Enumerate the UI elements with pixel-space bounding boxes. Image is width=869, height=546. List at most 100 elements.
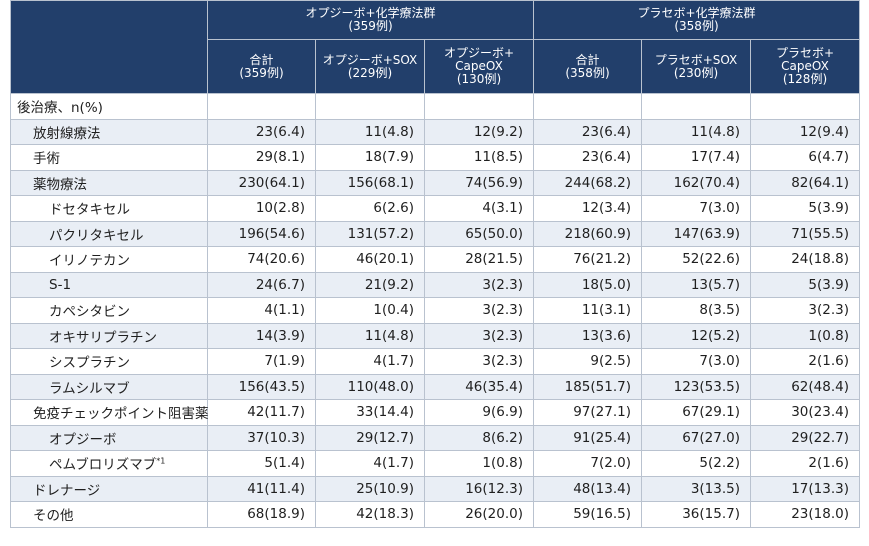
- row-label-text: ペムブロリズマブ: [49, 457, 157, 474]
- table-cell: 13(5.7): [641, 271, 751, 298]
- table-cell: 68(18.9): [207, 501, 316, 528]
- table-body: 後治療、n(%) 放射線療法 23(6.4) 11(4.8) 12(9.2) 23(6.4…: [10, 93, 860, 528]
- row-label: ペムブロリズマブ*1: [10, 450, 208, 477]
- row-label: カペシタビン: [10, 297, 208, 324]
- group-name: プラセボ+化学療法群: [637, 6, 756, 20]
- row-label: オプジーボ: [10, 424, 208, 451]
- group-count: (358例): [674, 19, 719, 33]
- table-cell: 196(54.6): [207, 220, 316, 247]
- table-cell: 46(20.1): [315, 246, 425, 273]
- table-cell: 29(12.7): [315, 424, 425, 451]
- table-cell: 5(1.4): [207, 450, 316, 477]
- table-cell: 16(12.3): [424, 475, 534, 502]
- table-cell: 4(1.7): [315, 450, 425, 477]
- table-row: ペムブロリズマブ*1 5(1.4) 4(1.7) 1(0.8) 7(2.0) 5(2.2)…: [10, 450, 860, 477]
- row-label: 手術: [10, 144, 208, 171]
- table-cell: 4(1.7): [315, 348, 425, 375]
- table-cell: 3(2.3): [424, 322, 534, 349]
- table-cell: 1(0.4): [315, 297, 425, 324]
- table-cell: 23(6.4): [207, 118, 316, 145]
- row-label-text: S-1: [49, 276, 72, 293]
- column-header: 合計 (358例): [533, 39, 642, 94]
- table-cell: 17(7.4): [641, 144, 751, 171]
- table-row: カペシタビン 4(1.1) 1(0.4) 3(2.3) 11(3.1) 8(3.5) 3(2…: [10, 297, 860, 324]
- table-cell: 28(21.5): [424, 246, 534, 273]
- row-label: イリノテカン: [10, 246, 208, 273]
- table-cell: 30(23.4): [750, 399, 860, 426]
- table-cell: [641, 93, 751, 120]
- group-header-placebo: プラセボ+化学療法群 (358例): [533, 0, 860, 40]
- table-cell: 10(2.8): [207, 195, 316, 222]
- table-cell: 23(18.0): [750, 501, 860, 528]
- table-cell: 71(55.5): [750, 220, 860, 247]
- table-cell: 3(13.5): [641, 475, 751, 502]
- table-cell: 46(35.4): [424, 373, 534, 400]
- table-cell: 25(10.9): [315, 475, 425, 502]
- table-row: その他 68(18.9) 42(18.3) 26(20.0) 59(16.5) 36(15…: [10, 501, 860, 528]
- row-label: ドセタキセル: [10, 195, 208, 222]
- table-cell: 76(21.2): [533, 246, 642, 273]
- row-label-text: イリノテカン: [49, 253, 130, 270]
- header-corner: [10, 0, 208, 94]
- column-header-line: (359例): [239, 65, 284, 80]
- table-cell: 131(57.2): [315, 220, 425, 247]
- column-header-line: オプジーボ+: [443, 46, 515, 60]
- table-cell: 97(27.1): [533, 399, 642, 426]
- table-cell: 9(2.5): [533, 348, 642, 375]
- column-header-line: 合計: [249, 52, 274, 67]
- table-cell: 185(51.7): [533, 373, 642, 400]
- table-cell: 41(11.4): [207, 475, 316, 502]
- column-header-line: プラセボ+SOX: [654, 52, 738, 67]
- group-name: オプジーボ+化学療法群: [305, 6, 436, 20]
- table-cell: 67(27.0): [641, 424, 751, 451]
- table-cell: 244(68.2): [533, 169, 642, 196]
- table-cell: 8(6.2): [424, 424, 534, 451]
- row-label-text: ドセタキセル: [49, 202, 130, 219]
- table-cell: 48(13.4): [533, 475, 642, 502]
- row-label: パクリタキセル: [10, 220, 208, 247]
- table-row: パクリタキセル 196(54.6) 131(57.2) 65(50.0) 218(60.…: [10, 220, 860, 247]
- column-header: オプジーボ+ CapeOX (130例): [424, 39, 534, 94]
- column-header: オプジーボ+SOX (229例): [315, 39, 425, 94]
- table-cell: 11(3.1): [533, 297, 642, 324]
- table-cell: 11(8.5): [424, 144, 534, 171]
- table-cell: 18(7.9): [315, 144, 425, 171]
- row-label-text: カペシタビン: [49, 304, 130, 321]
- group-header-nivolumab: オプジーボ+化学療法群 (359例): [207, 0, 534, 40]
- column-header-line: (358例): [565, 65, 610, 80]
- column-header-line: オプジーボ+SOX: [322, 52, 418, 67]
- column-header-line: プラセボ+: [775, 46, 835, 60]
- table-cell: 21(9.2): [315, 271, 425, 298]
- table-cell: 8(3.5): [641, 297, 751, 324]
- table-cell: 91(25.4): [533, 424, 642, 451]
- table-cell: 11(4.8): [315, 322, 425, 349]
- table-cell: 162(70.4): [641, 169, 751, 196]
- table-cell: [424, 93, 534, 120]
- table-cell: 3(2.3): [424, 271, 534, 298]
- table-cell: 82(64.1): [750, 169, 860, 196]
- table-header: オプジーボ+化学療法群 (359例) プラセボ+化学療法群 (358例) 合計 …: [10, 0, 860, 94]
- column-header-line: CapeOX: [455, 59, 503, 73]
- column-header-line: (229例): [347, 65, 393, 80]
- table-cell: 1(0.8): [424, 450, 534, 477]
- column-header-line: (230例): [673, 65, 719, 80]
- table-cell: 230(64.1): [207, 169, 316, 196]
- table-cell: 4(3.1): [424, 195, 534, 222]
- column-header-line: 合計: [575, 52, 600, 67]
- table-row: ドセタキセル 10(2.8) 6(2.6) 4(3.1) 12(3.4) 7(3.0) 5(…: [10, 195, 860, 222]
- row-label-text: その他: [33, 508, 74, 525]
- column-header: 合計 (359例): [207, 39, 316, 94]
- table-cell: 42(11.7): [207, 399, 316, 426]
- table-cell: 13(3.6): [533, 322, 642, 349]
- table-cell: 42(18.3): [315, 501, 425, 528]
- table-cell: 29(8.1): [207, 144, 316, 171]
- table-cell: [315, 93, 425, 120]
- table-row: 後治療、n(%): [10, 93, 860, 120]
- table-cell: 52(22.6): [641, 246, 751, 273]
- table-row: S-1 24(6.7) 21(9.2) 3(2.3) 18(5.0) 13(5.7) 5(3…: [10, 271, 860, 298]
- table-cell: 24(18.8): [750, 246, 860, 273]
- table-cell: 5(3.9): [750, 271, 860, 298]
- table-cell: 23(6.4): [533, 118, 642, 145]
- table-cell: 6(4.7): [750, 144, 860, 171]
